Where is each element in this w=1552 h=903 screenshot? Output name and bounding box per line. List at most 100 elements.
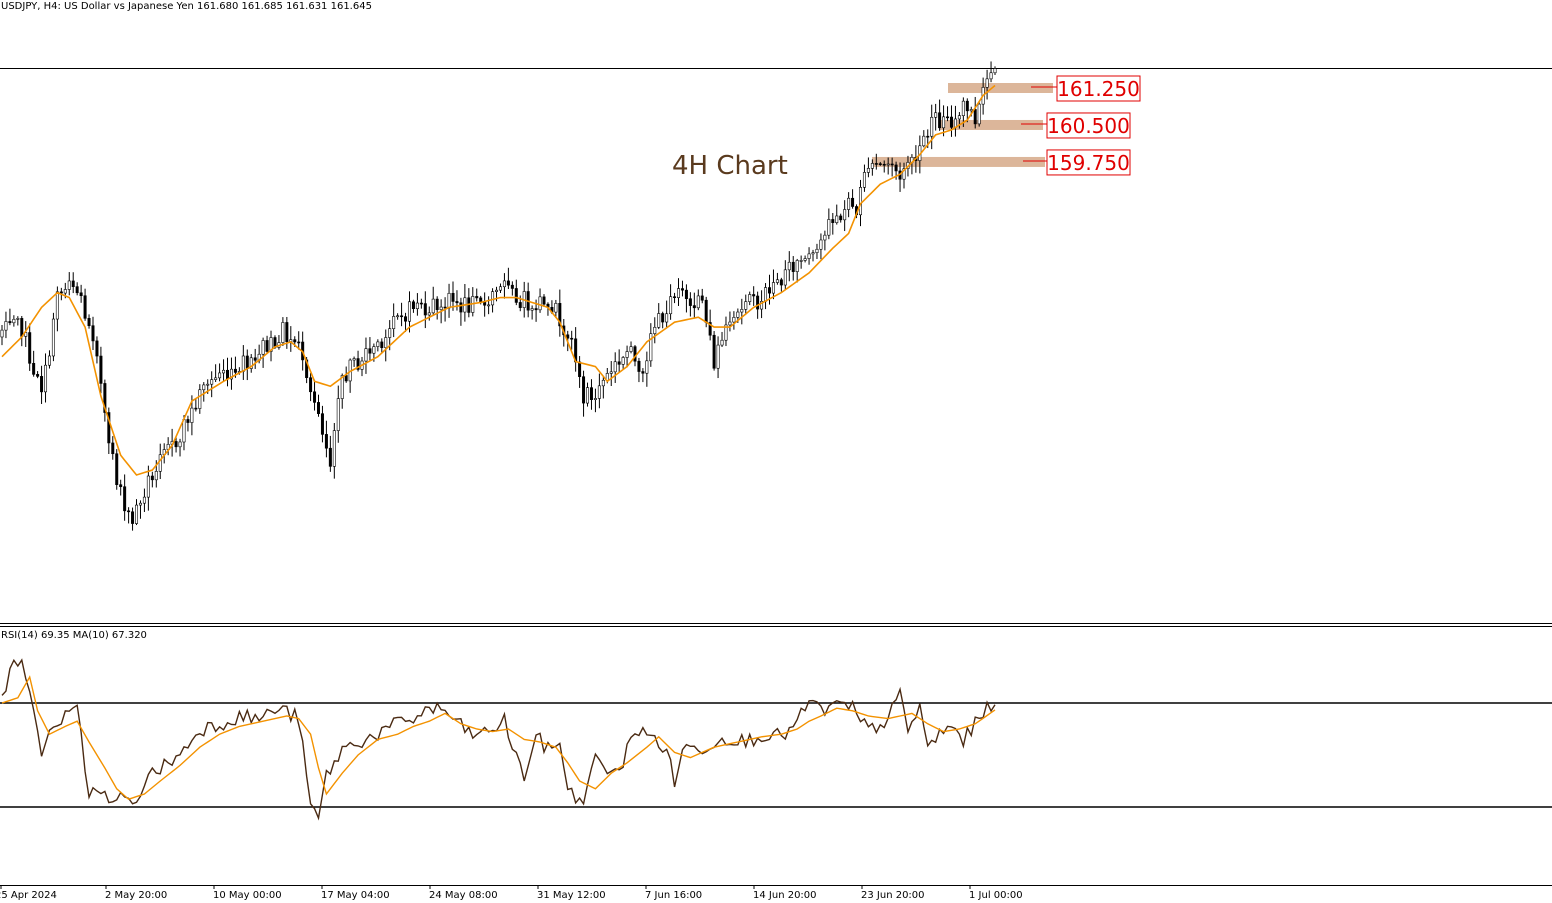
candle-body	[384, 337, 388, 349]
candle-body	[135, 504, 139, 524]
candle-body	[396, 315, 400, 318]
candle-body	[641, 371, 645, 374]
candle-body	[570, 337, 574, 340]
candle-body	[435, 298, 439, 311]
candle-body	[989, 72, 993, 80]
candle-body	[985, 78, 989, 88]
candle-body	[79, 292, 83, 297]
time-tick-label: 1 Jul 00:00	[969, 890, 1023, 901]
candle-body	[313, 391, 317, 403]
candle-body	[59, 291, 63, 294]
candle-body	[415, 302, 419, 309]
candle-body	[728, 321, 732, 326]
candle-body	[281, 322, 285, 343]
candle-body	[696, 295, 700, 309]
candle-body	[783, 269, 787, 286]
candle-body	[601, 379, 605, 387]
candle-body	[404, 316, 408, 322]
candle-body	[625, 351, 629, 358]
candle-body	[961, 100, 965, 116]
candle-body	[392, 316, 396, 329]
candle-body	[253, 357, 257, 361]
level-label-box[interactable]	[1056, 75, 1141, 102]
candle-body	[609, 371, 613, 374]
candle-body	[934, 112, 938, 118]
candle-body	[807, 253, 811, 259]
candle-body	[582, 376, 586, 404]
candle-body	[886, 163, 890, 166]
candle-body	[194, 407, 198, 410]
candle-body	[922, 135, 926, 147]
candle-body	[352, 358, 356, 361]
candle-body	[138, 502, 142, 506]
candle-body	[55, 291, 59, 320]
candle-body	[8, 321, 12, 324]
candle-body	[736, 311, 740, 318]
candle-body	[324, 434, 328, 449]
time-tick-label: 24 May 08:00	[429, 890, 498, 901]
candle-body	[938, 112, 942, 129]
time-tick-label: 7 Jun 16:00	[645, 890, 702, 901]
candle-body	[756, 295, 760, 310]
candle-body	[293, 339, 297, 343]
support-zone	[940, 119, 1043, 130]
candle-body	[498, 286, 502, 291]
support-zones	[872, 83, 1053, 167]
candle-body	[95, 340, 99, 357]
candle-body	[760, 301, 764, 310]
candle-body	[942, 116, 946, 129]
candle-body	[265, 340, 269, 352]
support-zone	[948, 83, 1053, 93]
candle-body	[890, 163, 894, 166]
candle-body	[597, 385, 601, 399]
candle-body	[206, 383, 210, 386]
candle-body	[103, 383, 107, 413]
candle-body	[174, 441, 178, 448]
candle-body	[661, 313, 665, 323]
candle-body	[514, 288, 518, 303]
candle-body	[740, 309, 744, 313]
level-label-box[interactable]	[1046, 112, 1131, 139]
candle-body	[839, 215, 843, 221]
candle-body	[878, 163, 882, 165]
rsi-reference-levels	[0, 702, 1552, 808]
candle-body	[949, 116, 953, 128]
candle-body	[673, 296, 677, 299]
time-tick-label: 31 May 12:00	[537, 890, 606, 901]
candle-body	[210, 379, 214, 385]
candle-body	[158, 454, 162, 472]
candle-body	[364, 348, 368, 362]
candle-body	[372, 346, 376, 354]
candle-body	[716, 344, 720, 369]
candle-body	[241, 355, 245, 372]
candle-body	[764, 287, 768, 302]
candle-body	[637, 360, 641, 372]
candle-body	[447, 292, 451, 309]
candle-body	[332, 430, 336, 467]
level-label-box[interactable]	[1046, 149, 1131, 176]
candle-body	[847, 197, 851, 210]
candle-body	[653, 326, 657, 334]
candle-body	[894, 164, 898, 172]
candle-body	[483, 302, 487, 306]
candle-body	[388, 328, 392, 338]
candle-body	[47, 355, 51, 366]
candle-body	[344, 375, 348, 382]
candle-body	[649, 333, 653, 362]
symbol-header: USDJPY, H4: US Dollar vs Japanese Yen 16…	[1, 1, 372, 12]
candle-body	[16, 318, 20, 320]
candle-body	[558, 303, 562, 327]
candle-body	[744, 301, 748, 310]
candle-body	[835, 215, 839, 223]
moving-average-group	[1, 84, 996, 476]
candle-body	[36, 374, 40, 377]
candle-body	[32, 363, 36, 375]
candle-body	[51, 318, 55, 357]
candle-body	[297, 341, 301, 344]
candle-body	[340, 375, 344, 399]
candle-body	[965, 100, 969, 112]
level-labels[interactable]: 161.250 160.500 159.750	[1021, 75, 1141, 176]
candle-body	[586, 387, 590, 404]
candle-body	[621, 357, 625, 365]
